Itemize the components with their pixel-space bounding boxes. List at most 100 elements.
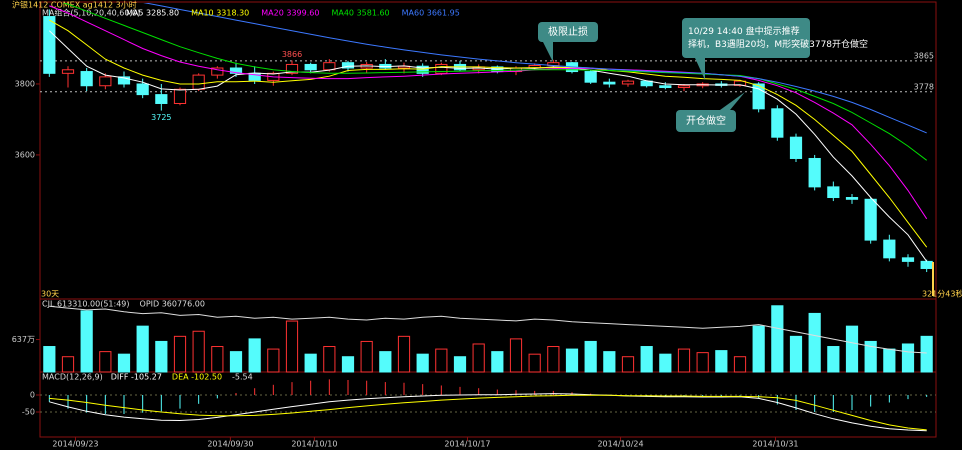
volume-bar — [173, 335, 187, 373]
legend-entry: DIFF -105.27 — [111, 373, 162, 382]
callout-text: 极限止损 — [548, 25, 588, 38]
x-tick-label: 2014/09/23 — [52, 440, 98, 449]
y-tick-label: 0 — [30, 390, 35, 399]
volume-bar — [61, 356, 75, 373]
line — [48, 30, 928, 262]
candle-body — [827, 186, 840, 199]
candle-body — [43, 16, 56, 74]
callout-text: 择机，B3遇阻20均，M形突破3778开仓做空 — [688, 38, 868, 50]
candle-body — [584, 71, 597, 83]
volume-bar — [43, 346, 56, 373]
legend-entry: MA20 3399.60 — [261, 9, 319, 18]
plot — [40, 3, 934, 273]
volume-bar — [379, 351, 392, 373]
volume-bar — [155, 340, 168, 373]
x-tick-label: 2014/10/24 — [597, 440, 643, 449]
candle-body — [733, 80, 747, 86]
volume-bar — [285, 320, 299, 373]
legend-entry: OPID 360776.00 — [140, 300, 205, 309]
volume-bar — [920, 335, 933, 373]
x-tick-label: 2014/10/10 — [291, 440, 337, 449]
callout-pointer — [720, 92, 745, 110]
legend-entry: DEA -102.50 — [172, 373, 222, 382]
line — [49, 393, 927, 432]
candle-body — [864, 198, 877, 241]
volume-bar — [640, 346, 653, 373]
volume-bar — [845, 325, 859, 373]
volume-bar — [211, 346, 224, 373]
volume-bar — [117, 353, 131, 373]
candle-body — [808, 157, 821, 188]
candle-body — [677, 85, 691, 89]
panel-title: CJL 613310.00(51:49) — [42, 300, 130, 309]
volume-bar — [677, 348, 691, 373]
candle-body — [229, 67, 243, 74]
volume-bar — [547, 346, 560, 373]
candle-body — [771, 108, 784, 138]
timer: 321分43秒 — [922, 289, 962, 299]
volume-bar — [397, 335, 411, 373]
y-tick-label: 637万 — [12, 335, 35, 344]
volume-bar — [323, 346, 336, 373]
volume-bar — [621, 356, 635, 373]
line — [49, 19, 928, 248]
volume-bar — [472, 343, 485, 373]
volume-bar — [453, 356, 467, 373]
volume-bar — [883, 348, 896, 373]
line — [49, 5, 928, 220]
volume-bar — [565, 348, 579, 373]
candle-body — [173, 88, 187, 104]
volume-bar — [416, 353, 429, 373]
volume-bar — [733, 356, 747, 373]
candle-body — [901, 257, 915, 262]
candle-body — [61, 69, 75, 74]
volume-bar — [901, 343, 915, 373]
volume-bar — [752, 325, 765, 373]
volume-bar — [80, 310, 93, 373]
panel-title: MACD(12,26,9) — [42, 373, 103, 382]
y-tick-label: 3600 — [15, 150, 35, 159]
line — [143, 3, 927, 134]
line — [49, 394, 927, 431]
callout-pointer — [543, 42, 553, 62]
volume-bar — [789, 335, 803, 373]
candle-body — [80, 71, 93, 87]
candle-body — [603, 81, 616, 85]
volume-bar — [584, 340, 597, 373]
candle-body — [789, 136, 803, 159]
volume-bar — [229, 351, 243, 373]
line — [49, 305, 927, 354]
callout — [682, 18, 810, 58]
macd-value: -5.54 — [232, 373, 253, 382]
macd-frame — [39, 371, 937, 438]
callout — [538, 22, 598, 42]
candle-body — [752, 83, 765, 110]
volume-bar — [136, 325, 149, 373]
volume-bar — [771, 305, 784, 373]
candle-body — [155, 94, 168, 104]
level-label: 3778 — [914, 82, 934, 91]
line — [62, 3, 928, 161]
candle-body — [341, 62, 355, 69]
volume-bar — [864, 340, 877, 373]
volume-bar — [696, 352, 709, 373]
candle-body — [192, 74, 205, 90]
extreme-label: 3725 — [151, 113, 171, 122]
candle-body — [117, 76, 131, 85]
candle-body — [435, 63, 448, 74]
callout — [676, 110, 736, 132]
volume-bar — [827, 346, 840, 373]
x-tick-label: 2014/10/17 — [444, 440, 490, 449]
candle-body — [659, 85, 672, 89]
period-label: 30天 — [41, 290, 59, 299]
extreme-label: 3866 — [282, 50, 302, 59]
callout-pointer — [695, 58, 705, 80]
candle-body — [416, 65, 429, 74]
volume-bar — [304, 353, 317, 373]
candle-body — [211, 67, 224, 76]
volume-bar — [360, 340, 373, 373]
candle-body — [136, 83, 149, 96]
legend-entry: MA10 3318.30 — [191, 9, 249, 18]
